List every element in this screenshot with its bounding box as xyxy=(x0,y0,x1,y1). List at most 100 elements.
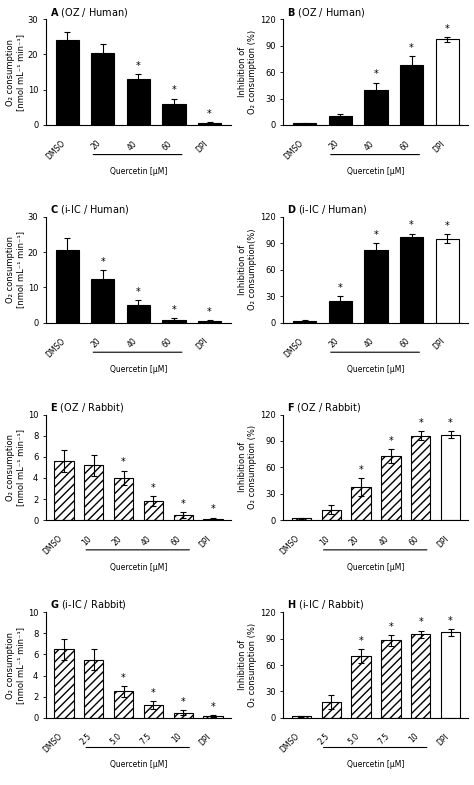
Text: *: * xyxy=(172,86,176,95)
Text: 7.5: 7.5 xyxy=(376,732,391,747)
Bar xyxy=(441,435,460,520)
Text: *: * xyxy=(419,418,423,428)
Text: 40: 40 xyxy=(125,336,138,349)
Text: Quercetin [μM]: Quercetin [μM] xyxy=(347,760,405,769)
Text: Quercetin [μM]: Quercetin [μM] xyxy=(110,760,167,769)
Text: $\bf{C}$ (i-IC / Human): $\bf{C}$ (i-IC / Human) xyxy=(50,203,129,216)
Text: *: * xyxy=(359,465,364,475)
Bar xyxy=(329,301,352,323)
Text: *: * xyxy=(181,697,186,707)
Bar xyxy=(400,65,423,125)
Bar xyxy=(441,633,460,718)
Y-axis label: O₂ consumption
[nmol mL⁻¹ min⁻¹]: O₂ consumption [nmol mL⁻¹ min⁻¹] xyxy=(6,626,25,703)
Text: 60: 60 xyxy=(170,534,183,547)
Text: DMSO: DMSO xyxy=(279,732,301,754)
Text: $\bf{H}$ (i-IC / Rabbit): $\bf{H}$ (i-IC / Rabbit) xyxy=(287,598,364,612)
Text: 20: 20 xyxy=(110,534,124,547)
Text: DPI: DPI xyxy=(198,534,213,550)
Text: DMSO: DMSO xyxy=(282,139,305,162)
Bar xyxy=(436,239,459,323)
Text: *: * xyxy=(445,24,449,34)
Text: *: * xyxy=(172,305,176,316)
Text: *: * xyxy=(181,498,186,509)
Text: DPI: DPI xyxy=(198,732,213,747)
Y-axis label: Inhibition of
O₂ consumption (%): Inhibition of O₂ consumption (%) xyxy=(238,30,257,114)
Text: *: * xyxy=(136,60,141,71)
Text: *: * xyxy=(409,43,414,53)
Bar xyxy=(293,123,316,125)
Text: 20: 20 xyxy=(327,336,340,349)
Text: Quercetin [μM]: Quercetin [μM] xyxy=(347,563,405,571)
Bar xyxy=(203,716,223,718)
Text: *: * xyxy=(409,221,414,231)
Bar xyxy=(163,104,186,125)
Bar xyxy=(173,713,193,718)
Bar xyxy=(436,39,459,125)
Bar xyxy=(365,89,388,125)
Text: DMSO: DMSO xyxy=(41,732,64,754)
Text: 60: 60 xyxy=(398,139,411,152)
Text: Quercetin [μM]: Quercetin [μM] xyxy=(110,365,167,374)
Y-axis label: Inhibition of
O₂ consumption (%): Inhibition of O₂ consumption (%) xyxy=(238,425,257,509)
Text: DPI: DPI xyxy=(435,534,451,550)
Text: 40: 40 xyxy=(378,534,391,547)
Text: 60: 60 xyxy=(408,534,421,547)
Bar xyxy=(381,456,401,520)
Bar xyxy=(91,53,114,125)
Bar xyxy=(127,305,150,323)
Bar xyxy=(54,649,73,718)
Bar xyxy=(144,501,163,520)
Bar xyxy=(84,659,103,718)
Bar xyxy=(293,321,316,323)
Y-axis label: Inhibition of
O₂ consumption (%): Inhibition of O₂ consumption (%) xyxy=(238,623,257,707)
Y-axis label: O₂ consumption
[nmol mL⁻¹ min⁻¹]: O₂ consumption [nmol mL⁻¹ min⁻¹] xyxy=(6,232,25,309)
Text: *: * xyxy=(359,636,364,646)
Bar xyxy=(381,641,401,718)
Text: 60: 60 xyxy=(161,139,174,152)
Text: 20: 20 xyxy=(90,139,103,152)
Text: *: * xyxy=(210,505,216,514)
Text: 2.5: 2.5 xyxy=(79,732,94,747)
Bar xyxy=(400,237,423,323)
Bar xyxy=(411,436,430,520)
Text: *: * xyxy=(338,283,343,293)
Bar xyxy=(198,321,221,323)
Text: *: * xyxy=(448,418,453,428)
Bar xyxy=(84,466,103,520)
Text: Quercetin [μM]: Quercetin [μM] xyxy=(110,563,167,571)
Text: Quercetin [μM]: Quercetin [μM] xyxy=(347,365,405,374)
Text: 20: 20 xyxy=(90,336,103,349)
Text: *: * xyxy=(207,109,212,119)
Bar xyxy=(203,519,223,520)
Text: 10: 10 xyxy=(318,534,331,547)
Text: DMSO: DMSO xyxy=(45,139,67,162)
Bar xyxy=(163,319,186,323)
Bar xyxy=(351,487,371,520)
Text: Quercetin [μM]: Quercetin [μM] xyxy=(110,167,167,177)
Bar xyxy=(144,705,163,718)
Text: $\bf{A}$ (OZ / Human): $\bf{A}$ (OZ / Human) xyxy=(50,5,128,19)
Bar xyxy=(56,250,79,323)
Bar xyxy=(329,116,352,125)
Text: $\bf{G}$ (i-IC / Rabbit): $\bf{G}$ (i-IC / Rabbit) xyxy=(50,598,127,612)
Text: 20: 20 xyxy=(327,139,340,152)
Bar xyxy=(292,518,311,520)
Bar xyxy=(127,79,150,125)
Bar xyxy=(173,515,193,520)
Bar xyxy=(351,656,371,718)
Text: *: * xyxy=(389,436,393,446)
Text: DPI: DPI xyxy=(432,336,447,352)
Text: 5.0: 5.0 xyxy=(109,732,124,747)
Bar xyxy=(114,692,133,718)
Text: DPI: DPI xyxy=(432,139,447,154)
Text: 40: 40 xyxy=(125,139,138,152)
Text: DMSO: DMSO xyxy=(282,336,305,359)
Bar xyxy=(411,634,430,718)
Text: DMSO: DMSO xyxy=(279,534,301,557)
Text: 2.5: 2.5 xyxy=(316,732,331,747)
Text: *: * xyxy=(207,307,212,317)
Text: 10: 10 xyxy=(170,732,183,745)
Bar xyxy=(91,279,114,323)
Text: DPI: DPI xyxy=(435,732,451,747)
Text: DMSO: DMSO xyxy=(41,534,64,557)
